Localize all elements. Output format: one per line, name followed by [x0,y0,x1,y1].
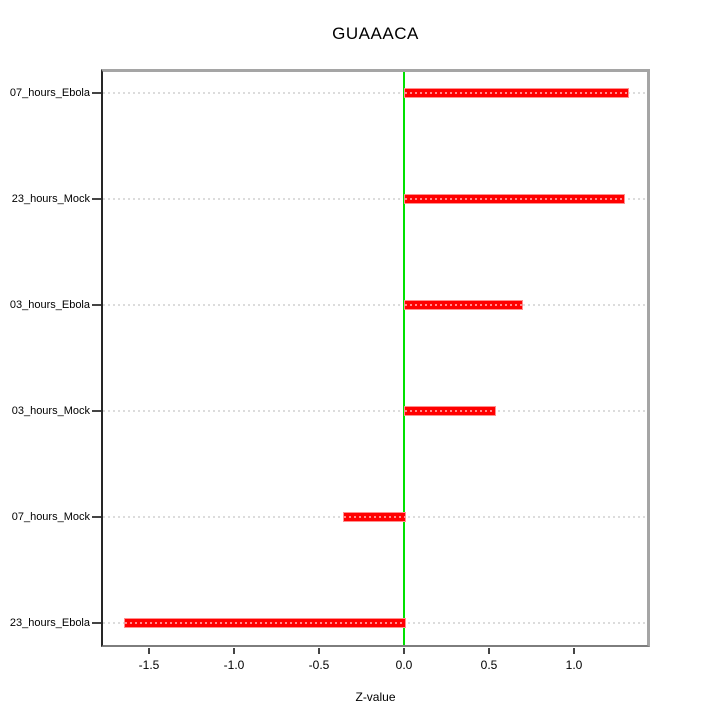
x-axis-tick-label: 0.0 [395,658,413,672]
bar-gridline-overlay [343,515,405,518]
bar [404,88,629,98]
y-axis-tick [92,197,101,200]
bar [404,193,626,204]
y-axis-tick [92,303,101,306]
x-axis-tick-label: -0.5 [308,658,330,672]
plot-area [101,69,650,647]
y-axis-tick [92,621,101,624]
x-axis-tick-label: 1.0 [565,658,583,672]
bar-gridline-overlay [405,303,523,306]
gridline [103,303,647,306]
x-axis-tick [488,648,490,654]
y-axis-category-label: 23_hours_Mock [11,192,90,205]
x-axis-tick [573,648,575,654]
y-axis-tick [92,409,101,412]
x-axis-tick [233,648,235,654]
bar [404,299,524,310]
x-axis-tick-label: 0.5 [480,658,498,672]
gridline [103,197,647,200]
bar [404,405,497,416]
bar-gridline-overlay [405,409,496,412]
y-axis-category-label: 23_hours_Ebola [9,616,90,629]
bar [123,617,406,628]
gridline [103,92,647,94]
y-axis-category-label: 07_hours_Ebola [9,87,90,99]
bar-gridline-overlay [124,621,405,624]
x-axis-tick-label: -1.0 [223,658,245,672]
y-axis-tick [92,92,101,94]
x-axis-tick-label: -1.5 [138,658,160,672]
y-axis-category-label: 03_hours_Mock [11,404,90,417]
y-axis-tick [92,515,101,518]
x-axis-title: Z-value [355,690,396,704]
bar-gridline-overlay [405,197,625,200]
x-axis-tick [403,648,405,654]
bar-gridline-overlay [405,92,628,94]
x-axis-tick [318,648,320,654]
gridline [103,409,647,412]
bar [342,511,406,522]
x-axis-tick [148,648,150,654]
zero-reference-line [403,72,405,645]
chart-title: GUAAACA [332,24,419,43]
y-axis-category-label: 07_hours_Mock [11,510,90,523]
y-axis-category-label: 03_hours_Ebola [9,298,90,311]
